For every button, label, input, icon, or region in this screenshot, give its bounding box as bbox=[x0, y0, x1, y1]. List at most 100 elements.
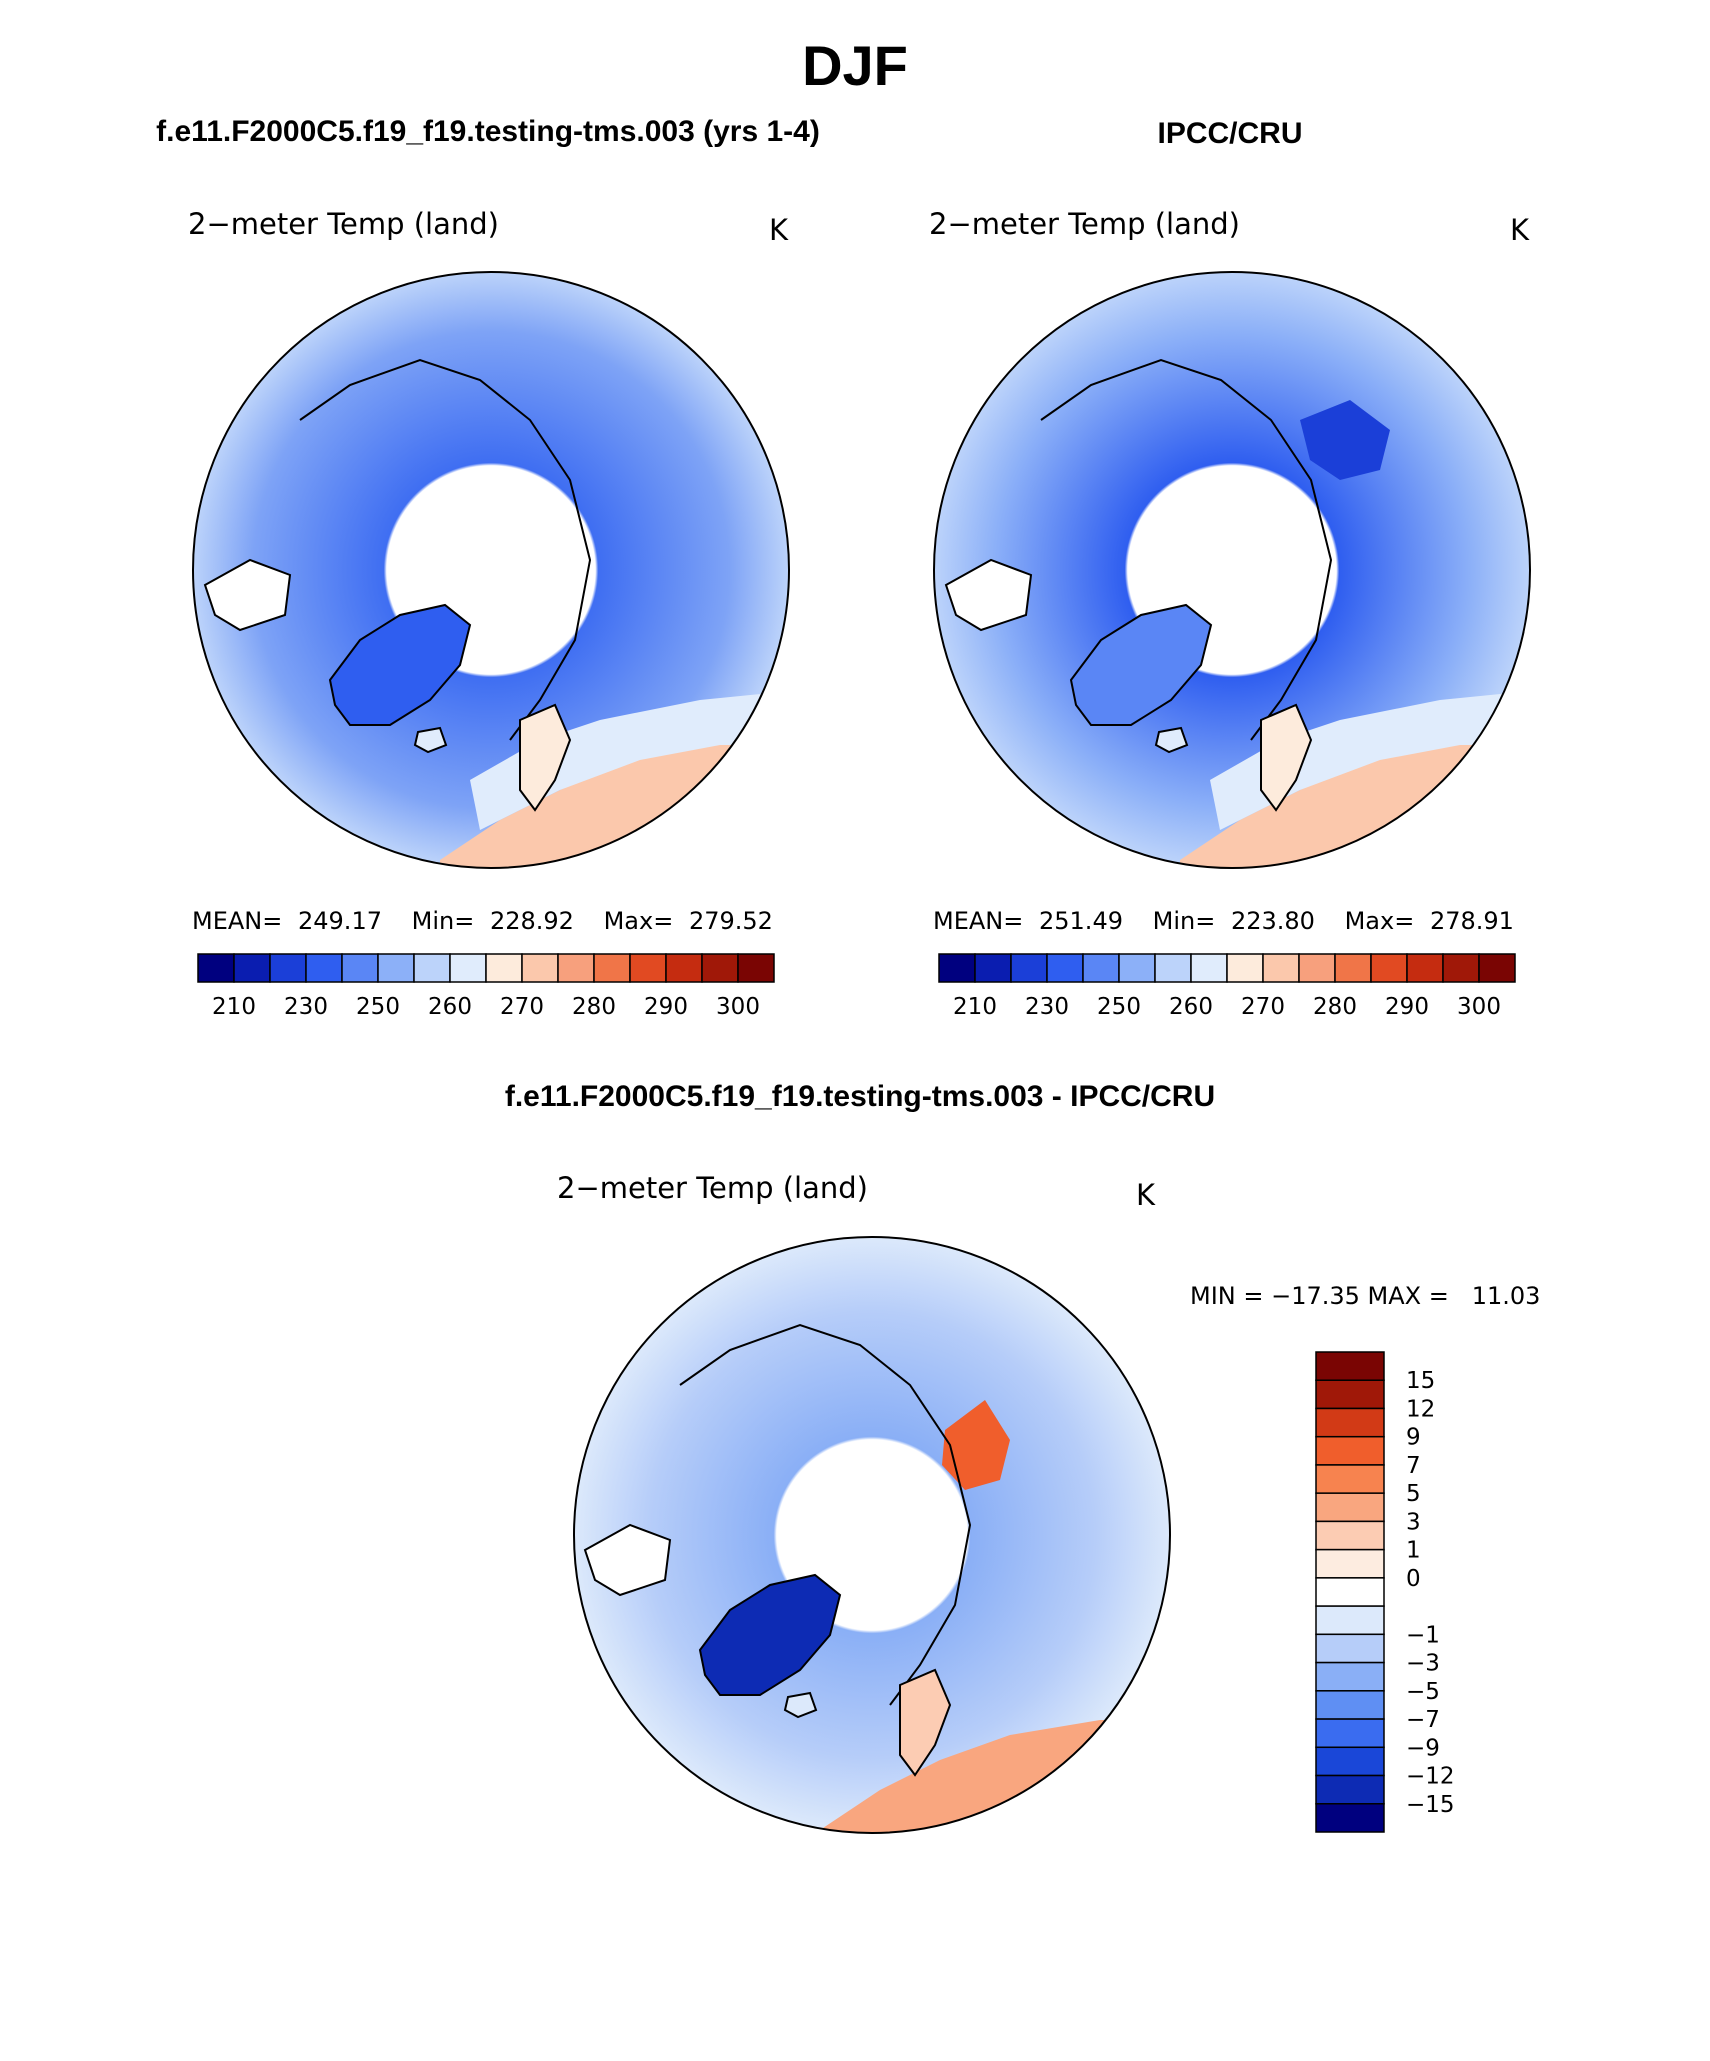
diff-colorbar-swatch bbox=[1315, 1435, 1385, 1466]
obs-colorbar-swatch bbox=[1262, 953, 1300, 983]
obs-colorbar-tick-label: 260 bbox=[1169, 994, 1213, 1020]
model-min-label: Min= bbox=[412, 907, 475, 935]
obs-colorbar-swatch bbox=[1370, 953, 1408, 983]
obs-colorbar-swatch bbox=[1478, 953, 1516, 983]
obs-iceland bbox=[1154, 726, 1189, 754]
model-colorbar-swatch bbox=[269, 953, 307, 983]
diff-warm-anomaly-siberia bbox=[942, 1400, 1010, 1490]
obs-colorbar-tick-label: 290 bbox=[1385, 994, 1429, 1020]
diff-arctic-coastline bbox=[679, 1323, 972, 1706]
obs-map-border bbox=[933, 271, 1531, 869]
obs-variable-label: 2−meter Temp (land) bbox=[929, 207, 1240, 241]
diff-colorbar-swatch bbox=[1315, 1548, 1385, 1579]
obs-min-value: 223.80 bbox=[1231, 907, 1315, 935]
obs-scandinavia bbox=[1260, 703, 1313, 812]
diff-colorbar-swatch bbox=[1315, 1774, 1385, 1805]
diff-colorbar-tick-label: −1 bbox=[1406, 1622, 1440, 1648]
obs-colorbar-swatch bbox=[1334, 953, 1372, 983]
obs-max-value: 278.91 bbox=[1430, 907, 1514, 935]
diff-colorbar-swatch bbox=[1315, 1746, 1385, 1777]
model-colorbar-swatch bbox=[233, 953, 271, 983]
obs-panel-header: IPCC/CRU bbox=[1157, 117, 1302, 150]
diff-colorbar-tick-label: 3 bbox=[1406, 1509, 1421, 1535]
diff-colorbar-swatch bbox=[1315, 1690, 1385, 1720]
obs-colorbar-swatch bbox=[1010, 953, 1048, 983]
diff-colorbar-tick-label: −12 bbox=[1406, 1764, 1455, 1790]
obs-colorbar-swatch bbox=[1442, 953, 1480, 983]
diff-colorbar-swatch bbox=[1315, 1351, 1385, 1381]
diff-map-border bbox=[573, 1236, 1171, 1834]
diff-hudson-bay bbox=[583, 1523, 672, 1597]
obs-mild-region bbox=[1210, 690, 1530, 830]
obs-colorbar-tick-label: 300 bbox=[1457, 994, 1501, 1020]
model-colorbar: 210 230 250 260 270 280 290 300 bbox=[197, 953, 775, 1020]
diff-colorbar-tick-label: −9 bbox=[1406, 1735, 1440, 1761]
diff-colorbar-swatch bbox=[1315, 1661, 1385, 1692]
diff-colorbar-tick-label: 15 bbox=[1406, 1368, 1435, 1394]
obs-colorbar-swatch bbox=[1046, 953, 1084, 983]
model-colorbar-swatch bbox=[413, 953, 451, 983]
diff-min-max-text: MIN = −17.35 MAX = 11.03 bbox=[1190, 1282, 1540, 1310]
model-colorbar-tick-label: 250 bbox=[356, 994, 400, 1020]
model-colorbar-swatch bbox=[305, 953, 343, 983]
model-variable-label: 2−meter Temp (land) bbox=[188, 207, 499, 241]
obs-colorbar-swatch bbox=[974, 953, 1012, 983]
obs-stats: MEAN= 251.49 Min= 223.80 Max= 278.91 bbox=[933, 907, 1514, 935]
diff-colorbar-swatch bbox=[1315, 1464, 1385, 1494]
model-colorbar-swatch bbox=[665, 953, 703, 983]
obs-colorbar-swatch bbox=[1082, 953, 1120, 983]
diff-colorbar-swatch bbox=[1315, 1605, 1385, 1636]
figure-title: DJF bbox=[802, 34, 908, 97]
obs-colorbar-swatch bbox=[938, 953, 976, 983]
diff-variable-label: 2−meter Temp (land) bbox=[557, 1171, 868, 1205]
model-mean-value: 249.17 bbox=[298, 907, 382, 935]
diff-colorbar-tick-label: 5 bbox=[1406, 1481, 1421, 1507]
obs-mean-value: 251.49 bbox=[1039, 907, 1123, 935]
model-iceland bbox=[413, 726, 448, 754]
model-stats: MEAN= 249.17 Min= 228.92 Max= 279.52 bbox=[192, 907, 773, 935]
obs-colorbar-swatch bbox=[1406, 953, 1444, 983]
model-colorbar-tick-label: 260 bbox=[428, 994, 472, 1020]
diff-colorbar-tick-label: 7 bbox=[1406, 1453, 1421, 1479]
model-arctic-coastline bbox=[299, 358, 592, 741]
diff-colorbar-swatch bbox=[1315, 1803, 1385, 1833]
diff-colorbar-swatch bbox=[1315, 1633, 1385, 1664]
diff-colorbar-tick-label: −15 bbox=[1406, 1792, 1455, 1818]
obs-greenland bbox=[1069, 603, 1213, 726]
obs-hudson-bay bbox=[944, 558, 1033, 632]
model-colorbar-tick-label: 230 bbox=[284, 994, 328, 1020]
obs-map bbox=[933, 271, 1531, 869]
diff-colorbar-tick-label: −7 bbox=[1406, 1707, 1440, 1733]
obs-max-label: Max= bbox=[1345, 907, 1415, 935]
model-colorbar-tick-label: 300 bbox=[716, 994, 760, 1020]
diff-units-label: K bbox=[1136, 1178, 1156, 1212]
diff-map bbox=[573, 1236, 1171, 1834]
model-colorbar-swatch bbox=[449, 953, 487, 983]
model-map bbox=[192, 271, 790, 869]
obs-min-label: Min= bbox=[1153, 907, 1216, 935]
diff-scandinavia bbox=[899, 1668, 952, 1777]
model-colorbar-swatch bbox=[341, 953, 379, 983]
obs-colorbar-tick-label: 230 bbox=[1025, 994, 1069, 1020]
diff-greenland-cold-anomaly bbox=[698, 1573, 842, 1696]
diff-colorbar-tick-label: −3 bbox=[1406, 1651, 1440, 1677]
diff-colorbar-swatch bbox=[1315, 1718, 1385, 1749]
diff-colorbar-tick-label: 1 bbox=[1406, 1538, 1421, 1564]
obs-colorbar-tick-label: 250 bbox=[1097, 994, 1141, 1020]
model-mean-label: MEAN= bbox=[192, 907, 282, 935]
obs-colorbar: 210 230 250 260 270 280 290 300 bbox=[938, 953, 1516, 1020]
obs-units-label: K bbox=[1510, 213, 1530, 247]
obs-colorbar-swatch bbox=[1190, 953, 1228, 983]
model-map-border bbox=[192, 271, 790, 869]
model-colorbar-swatch bbox=[521, 953, 559, 983]
obs-colorbar-tick-label: 210 bbox=[953, 994, 997, 1020]
model-greenland bbox=[328, 603, 472, 726]
model-mild-region bbox=[470, 690, 789, 830]
diff-colorbar-swatch bbox=[1315, 1407, 1385, 1438]
diff-colorbar-swatch bbox=[1315, 1379, 1385, 1410]
diff-panel-header: f.e11.F2000C5.f19_f19.testing-tms.003 - … bbox=[505, 1080, 1215, 1113]
obs-mean-label: MEAN= bbox=[933, 907, 1023, 935]
model-min-value: 228.92 bbox=[490, 907, 574, 935]
model-scandinavia bbox=[519, 703, 572, 812]
